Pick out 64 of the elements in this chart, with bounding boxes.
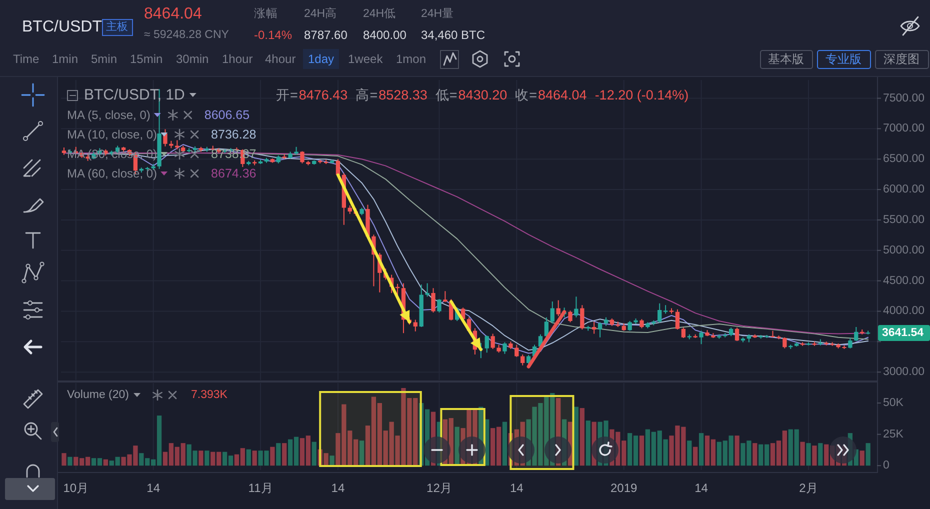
text: 24H高 — [304, 6, 338, 20]
text: 1hour — [222, 52, 253, 66]
annotation: 8674.36 — [211, 166, 256, 180]
x-tick-label: 12月 — [426, 481, 452, 495]
text: 1mon — [396, 52, 426, 66]
text: -0.14% — [254, 28, 292, 42]
y-tick-label: 5000.00 — [883, 244, 925, 256]
text: 3641.54 — [882, 327, 924, 340]
text: 涨幅 — [254, 7, 278, 20]
y-tick-label: 7500.00 — [883, 92, 925, 104]
legend-label: MA (60, close, 0) — [67, 166, 158, 180]
y-tick-label: 7000.00 — [883, 122, 925, 135]
y-tick-label: 4000.00 — [883, 305, 925, 318]
text: 34,460 BTC — [421, 28, 486, 42]
text: 深度图 — [884, 52, 920, 66]
annotation: 8736.28 — [211, 128, 256, 142]
text: 基本版 — [768, 52, 804, 66]
legend-label: MA (5, close, 0) — [67, 108, 150, 122]
y-tick-label: 50K — [883, 397, 904, 410]
annotation: 高= — [356, 88, 378, 102]
annotation: 收= — [515, 88, 538, 102]
text: 1day — [308, 52, 334, 66]
text: 1min — [52, 52, 78, 66]
annotation: 7.393K — [191, 389, 228, 401]
annotation: 8476.43 — [298, 88, 348, 102]
x-tick-label: 2月 — [799, 481, 818, 495]
annotation: 开= — [276, 88, 298, 102]
legend-label: MA (10, close, 0) — [67, 128, 158, 142]
y-tick-label: 3000.00 — [883, 366, 925, 378]
annotation: 8464.04 — [538, 88, 588, 102]
text: 24H低 — [363, 7, 396, 20]
x-tick-label: 11月 — [248, 481, 273, 495]
text: 8787.60 — [304, 28, 348, 42]
text: 5min — [91, 52, 118, 66]
annotation: 低= — [435, 88, 458, 102]
y-tick-label: 5500.00 — [883, 214, 925, 226]
x-tick-label: 14 — [510, 481, 524, 495]
y-tick-label: 6500.00 — [883, 153, 925, 166]
text: 24H量 — [421, 7, 454, 20]
text: 8400.00 — [363, 28, 407, 42]
y-tick-label: 0 — [883, 460, 890, 472]
annotation: 8528.33 — [378, 88, 428, 102]
text: 15min — [130, 52, 163, 66]
text: ≈ 59248.28 CNY — [144, 29, 230, 41]
text: 4hour — [265, 52, 296, 66]
text: 专业版 — [826, 52, 862, 66]
annotation: 8606.65 — [204, 108, 250, 122]
x-tick-label: 14 — [331, 481, 345, 495]
text: Time — [13, 52, 40, 66]
x-tick-label: 2019 — [610, 481, 638, 495]
text: 主板 — [106, 20, 128, 33]
y-tick-label: 25K — [883, 428, 904, 440]
y-tick-label: 6000.00 — [883, 184, 925, 196]
text: 1week — [348, 52, 384, 66]
text: Volume (20) — [67, 389, 130, 401]
text: 30min — [176, 52, 209, 66]
y-tick-label: 4500.00 — [883, 274, 925, 287]
annotation: -12.20 (-0.14%) — [594, 88, 689, 102]
x-tick-label: 14 — [146, 481, 160, 495]
text: BTC/USDT — [22, 18, 102, 36]
text: 8464.04 — [144, 6, 202, 22]
x-tick-label: 14 — [694, 481, 708, 495]
x-tick-label: 10月 — [63, 481, 89, 495]
annotation: 8430.20 — [458, 88, 508, 102]
